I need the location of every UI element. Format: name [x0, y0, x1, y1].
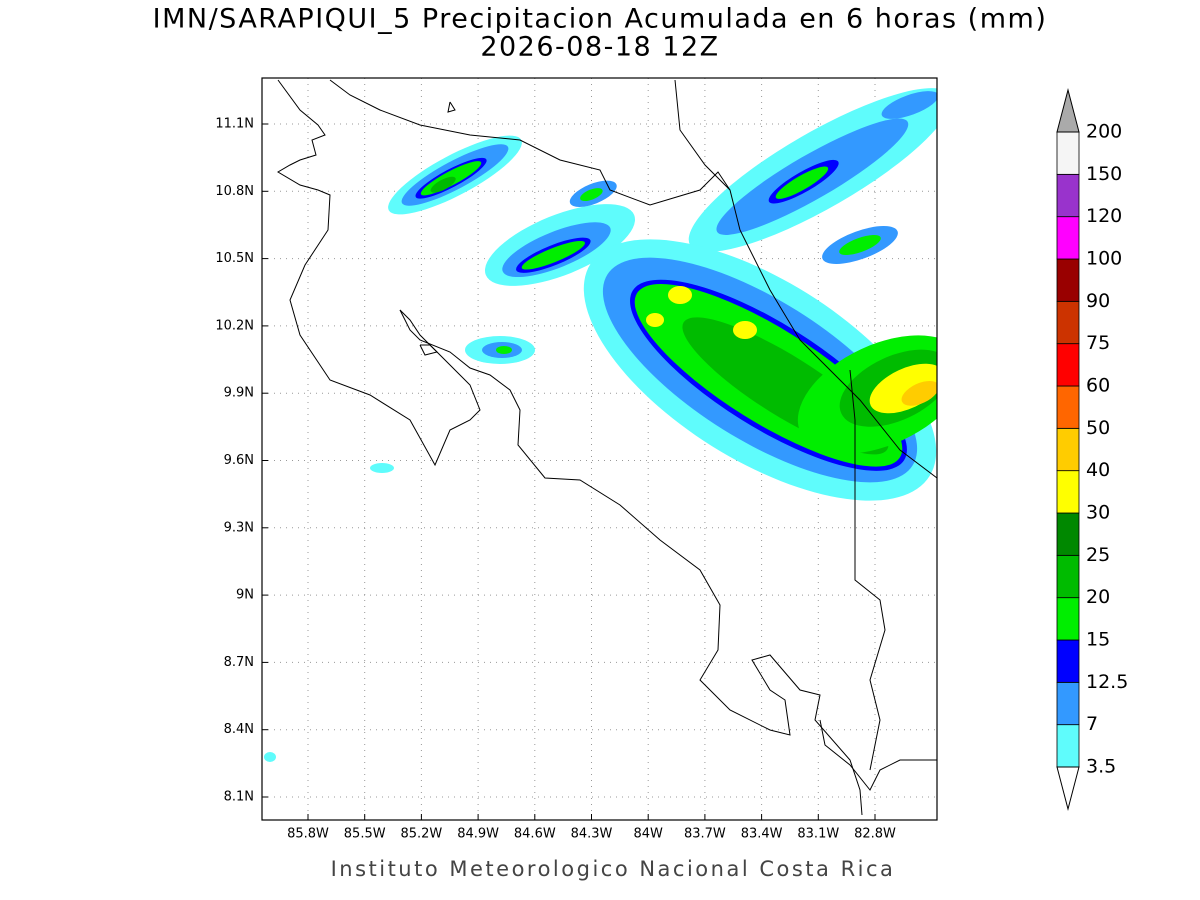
colorbar-label: 90: [1086, 290, 1110, 312]
y-tick-label: 9N: [236, 588, 254, 603]
colorbar-box: [1056, 343, 1080, 387]
precip-area: [484, 180, 636, 286]
map-frame: [261, 77, 938, 821]
coastline: [277, 79, 937, 816]
precip-area: [881, 91, 937, 119]
x-tick-label: 84.6W: [514, 827, 556, 842]
colorbar-box: [1056, 427, 1080, 472]
colorbar-label: 100: [1086, 248, 1122, 270]
y-tick-label: 8.7N: [224, 655, 254, 670]
colorbar-box: [1056, 639, 1080, 683]
colorbar-box: [1056, 724, 1080, 768]
x-tick-label: 84.3W: [571, 827, 613, 842]
x-tick-label: 83.1W: [797, 827, 839, 842]
colorbar-box: [1056, 216, 1080, 260]
colorbar-label: 200: [1086, 121, 1122, 143]
precip-area: [264, 752, 276, 762]
colorbar-over: [1056, 88, 1080, 133]
colorbar-label: 12.5: [1086, 671, 1128, 693]
x-tick-label: 83.7W: [684, 827, 726, 842]
title: IMN/SARAPIQUI_5 Precipitacion Acumulada …: [153, 4, 1048, 35]
x-tick-label: 82.8W: [854, 827, 896, 842]
colorbar-box: [1056, 597, 1080, 641]
precip-area: [496, 346, 512, 354]
colorbar-label: 120: [1086, 205, 1122, 227]
precip-area: [646, 313, 664, 327]
precip-area: [733, 321, 757, 339]
colorbar-label: 75: [1086, 332, 1110, 354]
y-tick-label: 8.4N: [224, 722, 254, 737]
colorbar-label: 20: [1086, 586, 1110, 608]
colorbar-box: [1056, 300, 1080, 345]
y-tick-label: 10.2N: [215, 318, 254, 333]
x-tick-label: 85.5W: [344, 827, 386, 842]
colorbar-box: [1056, 512, 1080, 556]
axis-ticks: 85.8W 85.5W 85.2W 84.9W 84.6W 84.3W 84W 83.7W 83…: [215, 117, 896, 842]
colorbar: 3.5 7 12.5 15 20 25 30 40 50 60 75 90 100 120 150 200: [1056, 88, 1128, 811]
y-tick-label: 9.6N: [224, 453, 254, 468]
colorbar-label: 25: [1086, 544, 1110, 566]
colorbar-label: 30: [1086, 502, 1110, 524]
colorbar-label: 50: [1086, 417, 1110, 439]
colorbar-box: [1056, 173, 1080, 218]
precip-area: [388, 135, 522, 215]
colorbar-box: [1056, 131, 1080, 175]
x-tick-label: 85.2W: [400, 827, 442, 842]
y-tick-label: 9.9N: [224, 386, 254, 401]
colorbar-box: [1056, 554, 1080, 599]
colorbar-under: [1056, 766, 1080, 811]
precip-area: [797, 335, 937, 454]
subtitle: 2026-08-18 12Z: [480, 32, 719, 63]
colorbar-box: [1056, 385, 1080, 429]
x-tick-label: 84W: [633, 827, 663, 842]
colorbar-label: 40: [1086, 459, 1110, 481]
x-tick-label: 85.8W: [287, 827, 329, 842]
y-tick-label: 10.8N: [215, 184, 254, 199]
y-tick-label: 10.5N: [215, 251, 254, 266]
y-tick-label: 9.3N: [224, 520, 254, 535]
precip-area: [839, 235, 881, 255]
grid: [262, 78, 937, 820]
x-tick-label: 83.4W: [741, 827, 783, 842]
colorbar-label: 60: [1086, 375, 1110, 397]
colorbar-box: [1056, 470, 1080, 514]
precip-area: [668, 286, 692, 304]
colorbar-label: 3.5: [1086, 756, 1116, 778]
colorbar-label: 150: [1086, 163, 1122, 185]
footer: Instituto Meteorologico Nacional Costa R…: [331, 857, 896, 881]
precip-area: [370, 463, 394, 473]
precip-area: [688, 88, 937, 252]
precip-field: [264, 88, 937, 762]
colorbar-box: [1056, 258, 1080, 302]
colorbar-box: [1056, 681, 1080, 726]
colorbar-label: 15: [1086, 629, 1110, 651]
y-tick-label: 11.1N: [215, 117, 254, 132]
x-tick-label: 84.9W: [457, 827, 499, 842]
y-tick-label: 8.1N: [224, 790, 254, 805]
colorbar-label: 7: [1086, 713, 1098, 735]
